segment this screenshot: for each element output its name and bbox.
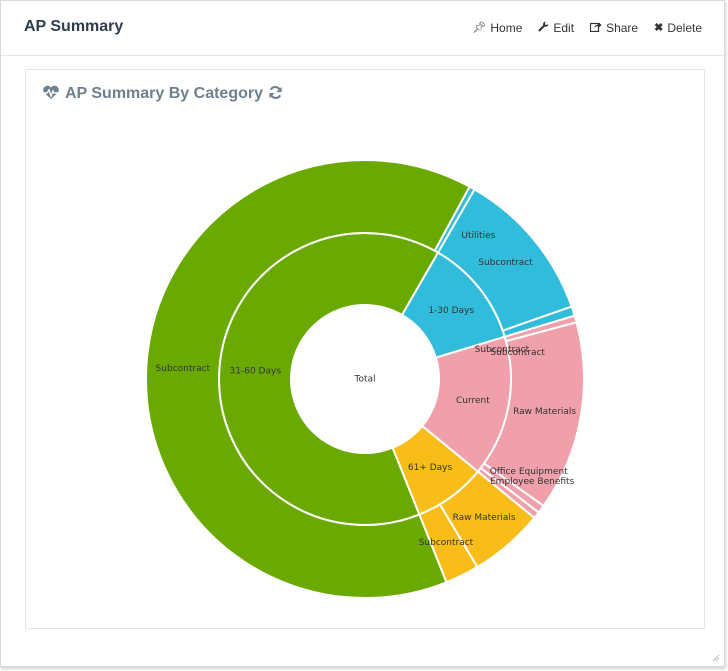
sunburst-label: 61+ Days — [408, 463, 453, 473]
panel-title-text: AP Summary By Category — [65, 85, 263, 102]
sunburst-label: Office Equipment — [490, 467, 568, 477]
sunburst-label: Subcontract — [419, 538, 474, 548]
edit-label: Edit — [553, 21, 575, 35]
sunburst-label: 31-60 Days — [230, 367, 282, 377]
sunburst-segment-category[interactable] — [145, 159, 472, 599]
center-label: Total — [353, 375, 375, 385]
sunburst-label: Current — [456, 396, 490, 406]
sunburst-label: Raw Materials — [453, 513, 516, 523]
share-label: Share — [606, 21, 639, 35]
panel-title: AP Summary By Category — [42, 85, 283, 103]
close-icon: ✖︎ — [654, 21, 664, 34]
sunburst-label: Utilities — [461, 231, 495, 241]
header-actions: 📌︎ Home Edit Share ✖︎ Delete — [472, 21, 702, 35]
edit-button[interactable]: Edit — [538, 21, 574, 35]
sunburst-label: Subcontract — [475, 345, 530, 355]
sunburst-label: Raw Materials — [513, 407, 576, 417]
sunburst-segment-category[interactable] — [433, 185, 476, 254]
sunburst-label: Subcontract — [156, 364, 211, 374]
delete-label: Delete — [667, 21, 702, 35]
home-label: Home — [490, 21, 523, 35]
share-button[interactable]: Share — [589, 21, 639, 35]
resize-grip-icon[interactable] — [712, 654, 720, 662]
page-title: AP Summary — [24, 18, 124, 35]
home-button[interactable]: 📌︎ Home — [472, 21, 522, 35]
delete-button[interactable]: ✖︎ Delete — [654, 21, 702, 35]
wrench-icon — [538, 21, 549, 35]
widget-header: AP Summary 📌︎ Home Edit Share ✖︎ Delete — [1, 1, 724, 56]
sunburst-label: Employee Benefits — [490, 477, 575, 487]
sunburst-label: Subcontract — [478, 258, 533, 268]
refresh-icon[interactable] — [268, 85, 283, 103]
share-icon — [589, 21, 602, 35]
sunburst-label: 1-30 Days — [428, 306, 474, 316]
sunburst-label: Subcontract — [490, 348, 545, 358]
heartbeat-icon — [42, 85, 60, 103]
pin-icon: 📌︎ — [472, 21, 487, 34]
